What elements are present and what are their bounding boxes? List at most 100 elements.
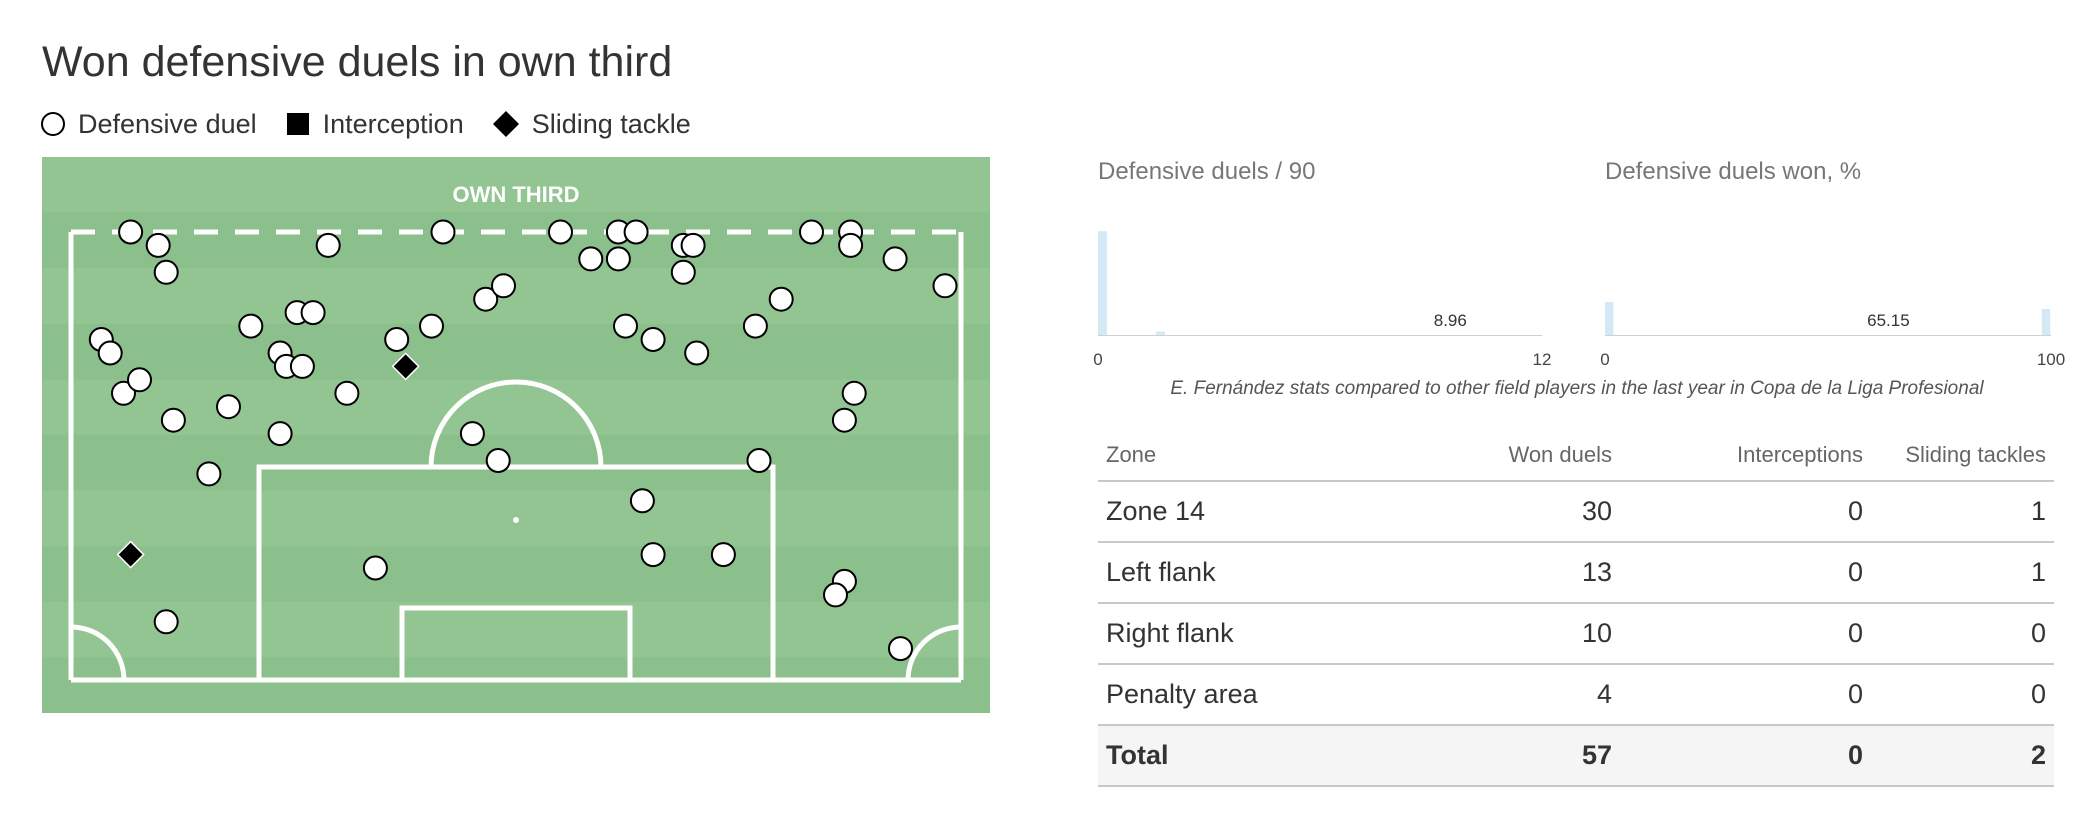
- defensive-duel-marker: [153, 259, 179, 285]
- penalty-arc: [428, 379, 604, 468]
- histogram-duels-per-90: 8.96 0 12: [1093, 231, 1552, 369]
- defensive-duel-marker: [300, 300, 326, 326]
- zone-table: Zone Won duels Interceptions Sliding tac…: [1098, 430, 2054, 787]
- defensive-duel-marker: [746, 448, 772, 473]
- pitch-stripe: [42, 657, 990, 713]
- penalty-spot: [513, 517, 519, 523]
- cell-total-won-duels: 57: [1374, 725, 1620, 787]
- legend: Defensive duel Interception Sliding tack…: [40, 106, 719, 142]
- hist-duels-per-90-tick-max: 12: [1533, 350, 1552, 369]
- hist-duels-won-pct-highlight-label: 65.15: [1867, 311, 1910, 330]
- defensive-duel-marker: [334, 380, 360, 406]
- defensive-duel-marker: [799, 219, 824, 245]
- hist-duels-per-90-tick-min: 0: [1093, 350, 1102, 369]
- defensive-duel-marker: [605, 246, 631, 272]
- six-yard-box: [399, 605, 633, 683]
- hist-duels-per-90-bar: [1155, 331, 1165, 335]
- markers: [88, 219, 958, 662]
- cell-zone: Zone 14: [1098, 481, 1374, 543]
- defensive-duel-marker: [315, 232, 341, 258]
- page-title: Won defensive duels in own third: [42, 38, 673, 86]
- defensive-duel-marker: [196, 461, 222, 487]
- defensive-duel-marker: [710, 542, 736, 568]
- pitch-stripe: [42, 157, 990, 214]
- pitch-stripe: [42, 601, 990, 659]
- defensive-duel-marker: [430, 219, 456, 245]
- cell-sliding-tackles: 1: [1871, 481, 2054, 543]
- sliding-tackle-marker: [391, 352, 420, 381]
- cell-total-interceptions: 0: [1620, 725, 1871, 787]
- cell-zone: Left flank: [1098, 542, 1374, 604]
- defensive-duel-marker: [267, 421, 293, 447]
- defensive-duel-marker: [216, 394, 241, 420]
- col-header-interceptions: Interceptions: [1620, 430, 1871, 482]
- hist-title-duels-won-pct: Defensive duels won, %: [1605, 158, 1862, 185]
- legend-label-interception: Interception: [322, 108, 464, 139]
- sliding-tackle-marker: [116, 540, 145, 569]
- pitch-stripes: [42, 157, 990, 713]
- hist-duels-per-90-bar: [1098, 231, 1107, 335]
- cell-zone: Right flank: [1098, 603, 1374, 665]
- defensive-duel-marker: [841, 380, 867, 406]
- defensive-duel-marker: [670, 259, 696, 285]
- cell-won-duels: 4: [1374, 664, 1620, 726]
- legend-item-interception: Interception: [285, 109, 464, 140]
- defensive-duel-marker: [680, 232, 706, 258]
- cell-total-sliding-tackles: 2: [1871, 725, 2054, 787]
- cell-interceptions: 0: [1620, 481, 1871, 543]
- defensive-duel-marker: [419, 313, 444, 339]
- pitch-stripe: [42, 379, 990, 436]
- defensive-duel-marker: [629, 488, 655, 514]
- col-header-zone: Zone: [1098, 430, 1374, 482]
- defensive-duel-marker: [838, 232, 864, 258]
- col-header-sliding-tackles: Sliding tackles: [1871, 430, 2054, 482]
- hist-duels-won-pct-bar: [1605, 302, 1614, 335]
- defensive-duel-marker: [160, 407, 186, 433]
- defensive-duel-marker: [823, 582, 848, 608]
- defensive-duel-marker: [882, 246, 908, 272]
- defensive-duel-marker: [118, 219, 144, 245]
- defensive-duel-marker: [640, 327, 666, 352]
- col-header-won-duels: Won duels: [1374, 430, 1620, 482]
- zone-label: OWN THIRD: [452, 182, 579, 207]
- defensive-duel-marker: [362, 555, 388, 581]
- legend-item-sliding-tackle: Sliding tackle: [492, 109, 691, 140]
- defensive-duel-marker: [97, 340, 123, 366]
- cell-sliding-tackles: 0: [1871, 603, 2054, 665]
- defensive-duel-marker: [289, 353, 315, 379]
- circle-marker-icon: [41, 112, 65, 136]
- table-row: Penalty area 4 0 0: [1098, 664, 2054, 726]
- defensive-duel-marker: [238, 313, 264, 339]
- cell-won-duels: 13: [1374, 542, 1620, 604]
- pitch-stripe: [42, 268, 990, 325]
- cell-interceptions: 0: [1620, 603, 1871, 665]
- histogram-duels-won-pct: 65.15 0 100: [1600, 302, 2065, 369]
- diamond-marker-icon: [492, 111, 519, 137]
- hist-duels-won-pct-tick-min: 0: [1600, 350, 1609, 369]
- defensive-duel-marker: [485, 448, 511, 473]
- defensive-duel-marker: [932, 273, 958, 299]
- defensive-duel-marker: [491, 273, 516, 299]
- hist-title-duels-per-90: Defensive duels / 90: [1098, 158, 1316, 185]
- defensive-duel-marker: [459, 421, 485, 447]
- defensive-duel-marker: [578, 246, 604, 272]
- hist-duels-won-pct-bar: [2041, 309, 2051, 335]
- defensive-duel-marker: [153, 609, 179, 635]
- legend-item-defensive-duel: Defensive duel: [40, 109, 257, 140]
- hist-duels-won-pct-tick-max: 100: [2037, 350, 2065, 369]
- table-total-row: Total 57 0 2: [1098, 725, 2054, 787]
- defensive-duel-marker: [742, 313, 768, 339]
- cell-sliding-tackles: 0: [1871, 664, 2054, 726]
- cell-won-duels: 30: [1374, 481, 1620, 543]
- defensive-duel-marker: [548, 219, 573, 245]
- defensive-duel-marker: [684, 340, 710, 366]
- pitch-stripe: [42, 212, 990, 270]
- pitch-stripe: [42, 323, 990, 381]
- defensive-duel-marker: [127, 367, 152, 393]
- defensive-duel-marker: [613, 313, 638, 339]
- left-corner-arc: [70, 624, 127, 681]
- legend-label-defensive-duel: Defensive duel: [78, 108, 257, 139]
- pitch-map: OWN THIRD: [42, 157, 990, 713]
- cell-sliding-tackles: 1: [1871, 542, 2054, 604]
- defensive-duel-marker: [384, 327, 410, 352]
